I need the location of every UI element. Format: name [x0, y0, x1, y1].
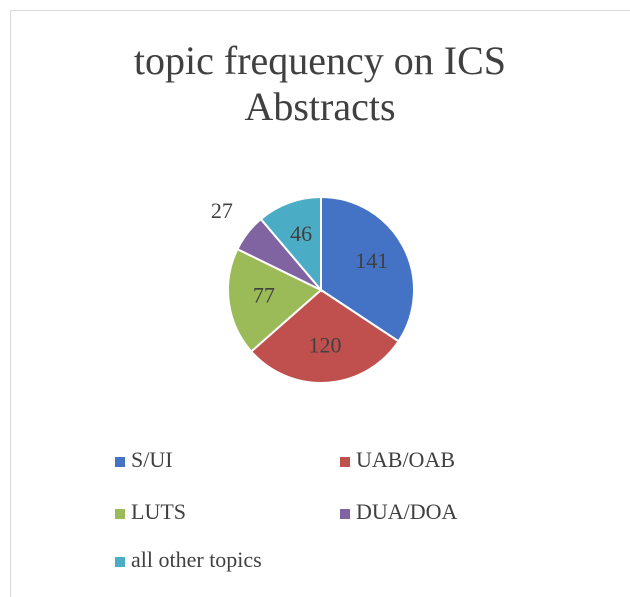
legend-label: DUA/DOA: [356, 499, 458, 524]
legend-label: all other topics: [131, 547, 262, 572]
legend-swatch: [115, 457, 125, 467]
data-label: 77: [253, 283, 275, 308]
legend-swatch: [115, 509, 125, 519]
pie-slice: [227, 247, 323, 353]
pie-slice: [259, 195, 322, 293]
legend-label: S/UI: [131, 447, 173, 472]
data-label: 27: [211, 198, 233, 223]
legend-swatch: [340, 457, 350, 467]
data-label: 141: [355, 248, 388, 273]
legend-label: UAB/OAB: [356, 447, 455, 472]
data-label: 120: [308, 333, 341, 358]
chart-title: topic frequency on ICS Abstracts: [133, 38, 507, 129]
legend-swatch: [115, 557, 125, 567]
chart-frame: [10, 10, 630, 597]
legend-swatch: [340, 509, 350, 519]
pie-slice: [249, 288, 400, 384]
legend-label: LUTS: [131, 499, 186, 524]
data-label: 46: [290, 221, 312, 246]
